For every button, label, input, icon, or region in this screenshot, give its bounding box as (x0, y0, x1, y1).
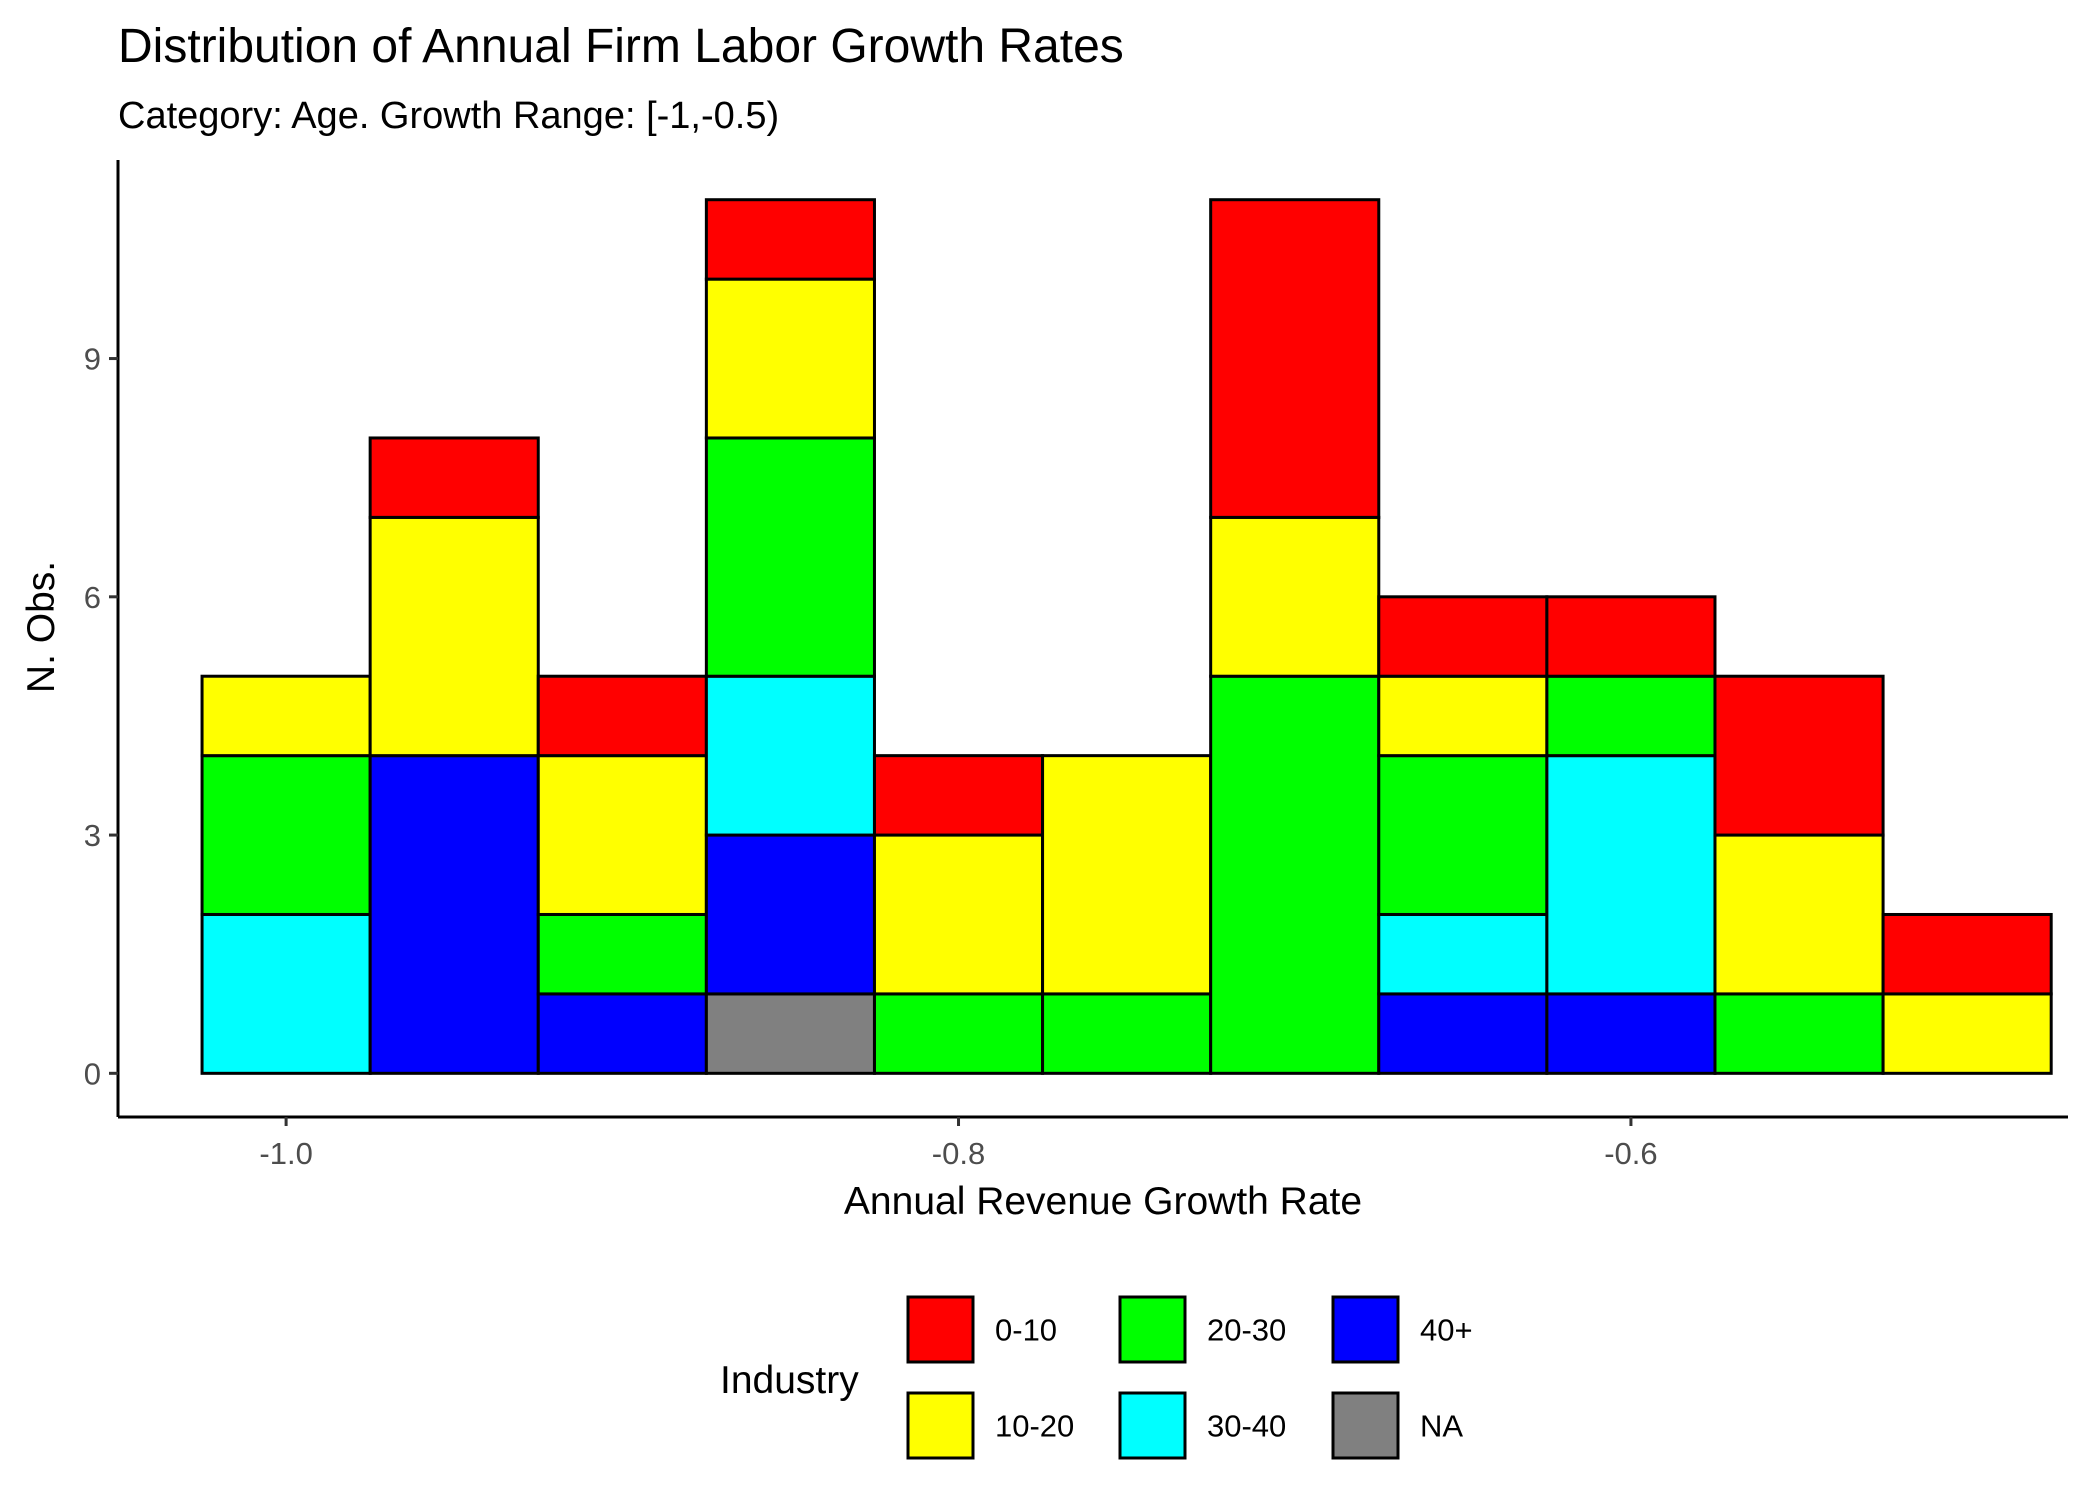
bar-segment (704, 833, 876, 996)
bar-segment (536, 992, 708, 1075)
bar-segment (1209, 198, 1381, 519)
bar-segment (1545, 992, 1717, 1075)
bar-segment (704, 436, 876, 678)
y-tick-label: 3 (84, 818, 101, 853)
bar-segment (536, 912, 708, 996)
x-tick-label: -1.0 (259, 1136, 312, 1171)
bar-segment (704, 674, 876, 837)
y-tick-label: 0 (84, 1056, 101, 1091)
bar-segment (1545, 754, 1717, 996)
bars-layer (200, 198, 2053, 1075)
axes-layer: 0 3 6 9 -1.0 -0.8 -0.6 (84, 160, 2068, 1171)
chart-subtitle: Category: Age. Growth Range: [-1,-0.5) (118, 95, 779, 137)
y-tick-label: 6 (84, 580, 101, 615)
legend-label: 20-30 (1207, 1313, 1286, 1348)
bar-segment (872, 833, 1045, 996)
bar-segment (368, 754, 540, 1075)
bar-segment (1881, 992, 2053, 1075)
x-tick-label: -0.6 (1604, 1136, 1657, 1171)
bar-segment (536, 754, 708, 916)
legend-label: NA (1420, 1409, 1463, 1444)
bar-segment (1713, 992, 1885, 1075)
bar-segment (872, 754, 1045, 837)
bar-segment (872, 992, 1045, 1075)
legend: Industry 0-10 10-20 20-30 30-40 40+ NA (720, 1295, 1473, 1460)
x-tick-label: -0.8 (932, 1136, 985, 1171)
bar-segment (1377, 992, 1549, 1075)
chart-title: Distribution of Annual Firm Labor Growth… (118, 20, 1124, 73)
bar-segment (704, 277, 876, 440)
legend-key (906, 1295, 975, 1364)
legend-label: 30-40 (1207, 1409, 1286, 1444)
bar-segment (1713, 833, 1885, 996)
legend-label: 10-20 (995, 1409, 1074, 1444)
legend-key (1118, 1391, 1187, 1460)
legend-label: 40+ (1420, 1313, 1473, 1348)
bar-segment (1041, 992, 1213, 1075)
y-tick-label: 9 (84, 342, 101, 377)
bar-segment (1377, 595, 1549, 678)
bar-segment (1713, 674, 1885, 837)
bar-segment (1377, 674, 1549, 758)
bar-segment (1545, 595, 1717, 678)
legend-key (1118, 1295, 1187, 1364)
legend-key (1331, 1295, 1400, 1364)
bar-segment (1377, 912, 1549, 996)
bar-segment (1545, 674, 1717, 758)
bar-segment (1041, 754, 1213, 996)
legend-title: Industry (720, 1359, 859, 1402)
bar-segment (200, 754, 372, 916)
bar-segment (368, 515, 540, 758)
bar-segment (1377, 754, 1549, 916)
bar-segment (536, 674, 708, 758)
bar-segment (1881, 912, 2053, 996)
legend-label: 0-10 (995, 1313, 1057, 1348)
bar-segment (704, 198, 876, 281)
bar-segment (200, 912, 372, 1075)
bar-segment (200, 674, 372, 758)
bar-segment (368, 436, 540, 519)
x-axis-title: Annual Revenue Growth Rate (844, 1180, 1362, 1223)
legend-key (906, 1391, 975, 1460)
bar-segment (1209, 674, 1381, 1075)
bar-segment (704, 992, 876, 1075)
y-axis-title: N. Obs. (20, 561, 63, 693)
bar-segment (1209, 515, 1381, 678)
legend-key (1331, 1391, 1400, 1460)
